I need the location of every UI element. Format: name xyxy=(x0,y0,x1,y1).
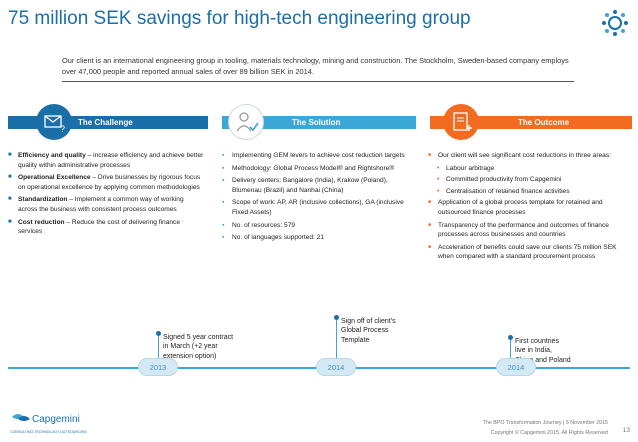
page-number: 13 xyxy=(622,427,630,434)
outcome-subitem: Centralisation of retained finance activ… xyxy=(428,187,632,197)
solution-item: No. of languages supported: 21 xyxy=(222,233,416,243)
envelope-question-icon: ? xyxy=(44,115,65,134)
milestone-dot xyxy=(334,315,339,320)
solution-item: No. of resources: 579 xyxy=(222,221,416,231)
brand-name: Capgemini xyxy=(32,414,80,425)
milestone-text: Signed 5 year contract in March (+2 year… xyxy=(163,334,234,360)
solution-badge xyxy=(228,104,264,140)
outcome-subitem: Labour arbitrage xyxy=(428,164,632,174)
clipboard-plus-icon xyxy=(453,112,472,131)
milestone-dot xyxy=(156,331,161,336)
outcome-item: Acceleration of benefits could save our … xyxy=(428,243,632,262)
solution-item: Implementing GEM levers to achieve cost … xyxy=(222,151,416,161)
outcome-header: The Outcome xyxy=(430,116,632,129)
outcome-column: Our client will see significant cost red… xyxy=(428,151,632,265)
challenge-column: Efficiency and quality – increase effici… xyxy=(8,151,204,240)
solution-item: Scope of work: AP, AR (inclusive collect… xyxy=(222,198,416,217)
milestone-connector xyxy=(158,334,159,358)
brand-tagline: CONSULTING.TECHNOLOGY.OUTSOURCING xyxy=(10,430,87,434)
challenge-badge: ? xyxy=(36,104,72,140)
intro-paragraph: Our client is an international engineeri… xyxy=(62,55,574,82)
year-pill: 2013 xyxy=(138,358,178,376)
footer-journey: The BPO Transformation Journey | 5 Novem… xyxy=(482,420,608,426)
challenge-item: Operational Excellence – Drive businesse… xyxy=(8,173,204,192)
svg-text:?: ? xyxy=(60,124,65,134)
capgemini-logo: Capgemini CONSULTING.TECHNOLOGY.OUTSOURC… xyxy=(10,414,87,434)
slide-title: 75 million SEK savings for high-tech eng… xyxy=(8,8,471,29)
year-pill: 2014 xyxy=(496,358,536,376)
outcome-subitem: Committed productivity from Capgemini xyxy=(428,175,632,185)
milestone-dot xyxy=(508,335,513,340)
solution-item: Methodology: Global Process Model® and R… xyxy=(222,164,416,174)
solution-item: Delivery centers: Bangalore (India), Kra… xyxy=(222,176,416,195)
challenge-item: Standardization – Implement a common way… xyxy=(8,195,204,214)
outcome-item: Transparency of the performance and outc… xyxy=(428,221,632,240)
outcome-item: Application of a global process template… xyxy=(428,198,632,217)
milestone-text: First countries live in India, China and… xyxy=(515,338,571,364)
person-check-icon xyxy=(236,112,259,132)
challenge-item: Efficiency and quality – increase effici… xyxy=(8,151,204,170)
solution-header: The Solution xyxy=(222,116,416,129)
solution-column: Implementing GEM levers to achieve cost … xyxy=(222,151,416,246)
milestone-connector xyxy=(336,318,337,358)
footer-copyright: Copyright © Capgemini 2015. All Rights R… xyxy=(490,430,608,436)
challenge-item: Cost reduction – Reduce the cost of deli… xyxy=(8,218,204,237)
gear-dots-logo-icon xyxy=(602,10,628,36)
milestone-connector xyxy=(510,338,511,358)
milestone-text: Sign off of client’s Global Process Temp… xyxy=(341,318,396,344)
year-pill: 2014 xyxy=(316,358,356,376)
outcome-item: Our client will see significant cost red… xyxy=(428,151,632,161)
outcome-badge xyxy=(443,104,479,140)
